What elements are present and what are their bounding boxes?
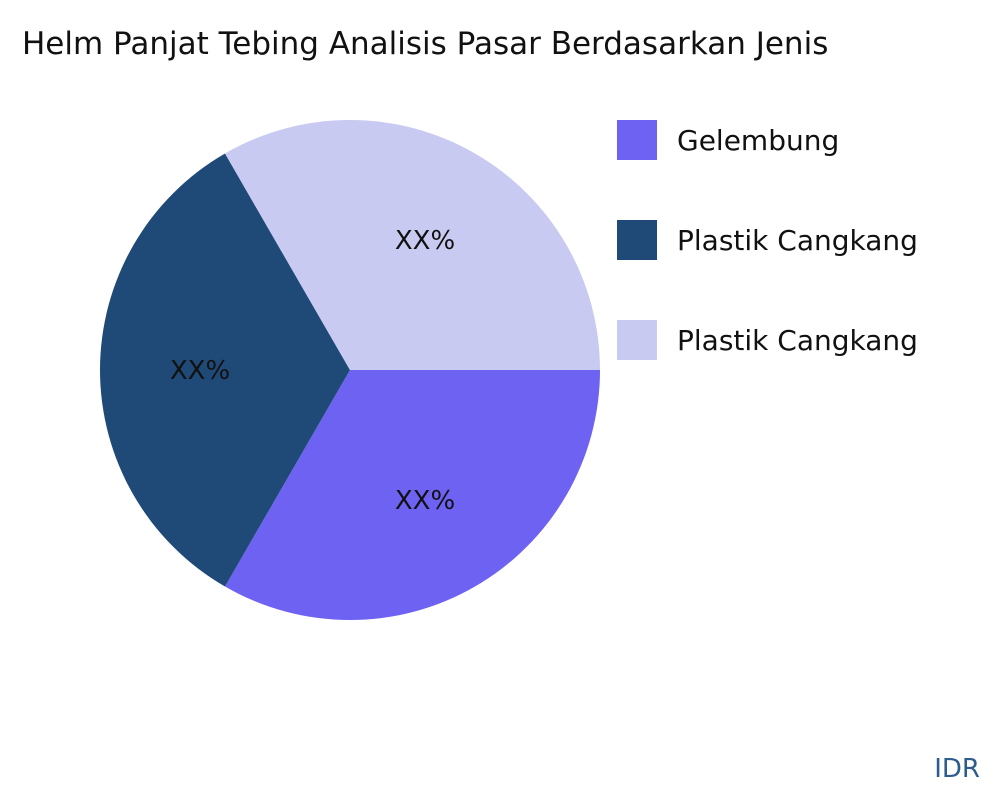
legend-swatch-2 [617, 320, 657, 360]
slice-label-0: XX% [395, 486, 455, 516]
watermark-logo: IDR [934, 754, 980, 784]
legend-label-2: Plastik Cangkang [677, 324, 918, 357]
pie-slice-2 [225, 119, 600, 370]
legend-label-0: Gelembung [677, 124, 839, 157]
legend-swatch-1 [617, 220, 657, 260]
pie-slice-0 [225, 370, 600, 620]
legend-label-1: Plastik Cangkang [677, 224, 918, 257]
chart-title: Helm Panjat Tebing Analisis Pasar Berdas… [22, 26, 829, 62]
slice-label-2: XX% [395, 226, 455, 256]
slice-label-1: XX% [170, 356, 230, 386]
legend-swatch-0 [617, 120, 657, 160]
